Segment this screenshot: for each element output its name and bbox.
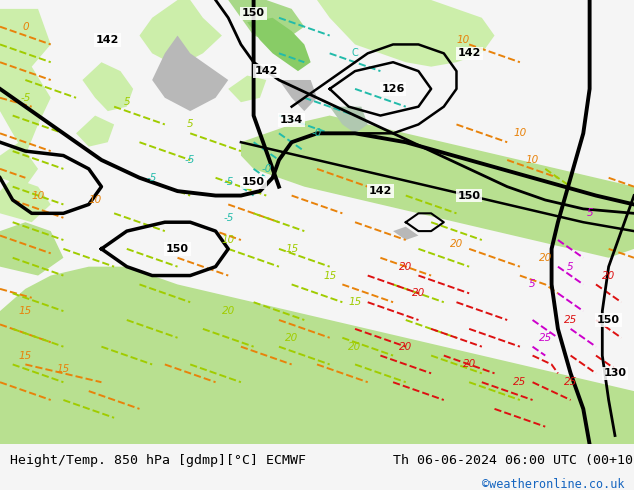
Polygon shape — [0, 222, 63, 275]
Text: 20: 20 — [450, 240, 463, 249]
Text: 25: 25 — [564, 377, 577, 387]
Polygon shape — [228, 75, 266, 102]
Polygon shape — [0, 267, 634, 444]
Text: 134: 134 — [280, 115, 303, 125]
Text: 15: 15 — [349, 297, 361, 307]
Text: 142: 142 — [96, 35, 119, 45]
Polygon shape — [139, 0, 222, 67]
Text: -5: -5 — [147, 173, 157, 183]
Text: 20: 20 — [222, 306, 235, 316]
Text: 150: 150 — [458, 191, 481, 200]
Text: 10: 10 — [89, 195, 101, 205]
Text: 0: 0 — [22, 22, 29, 32]
Text: 15: 15 — [285, 244, 298, 254]
Text: Th 06-06-2024 06:00 UTC (00+102): Th 06-06-2024 06:00 UTC (00+102) — [393, 454, 634, 467]
Text: 20: 20 — [602, 270, 615, 281]
Text: 10: 10 — [222, 235, 235, 245]
Text: 5: 5 — [586, 208, 593, 219]
Text: 142: 142 — [369, 186, 392, 196]
Text: 20: 20 — [463, 360, 476, 369]
Text: -0: -0 — [312, 128, 322, 138]
Text: 20: 20 — [412, 288, 425, 298]
Text: 10: 10 — [32, 191, 44, 200]
Text: -5: -5 — [223, 213, 233, 223]
Text: 20: 20 — [399, 262, 412, 271]
Polygon shape — [0, 178, 51, 222]
Text: 5: 5 — [567, 262, 574, 271]
Text: 150: 150 — [166, 244, 189, 254]
Polygon shape — [82, 62, 133, 111]
Polygon shape — [152, 36, 228, 111]
Polygon shape — [279, 80, 317, 111]
Text: 10: 10 — [456, 35, 469, 45]
Text: 150: 150 — [242, 177, 265, 187]
Text: 20: 20 — [285, 333, 298, 343]
Text: 20: 20 — [399, 342, 412, 352]
Text: 25: 25 — [539, 333, 552, 343]
Text: 25: 25 — [514, 377, 526, 387]
Text: 142: 142 — [255, 66, 278, 76]
Text: 15: 15 — [57, 364, 70, 374]
Polygon shape — [393, 227, 418, 240]
Text: 10: 10 — [526, 155, 539, 165]
Text: 150: 150 — [242, 8, 265, 18]
Text: ©weatheronline.co.uk: ©weatheronline.co.uk — [482, 478, 624, 490]
Text: 5: 5 — [529, 279, 536, 290]
Text: 15: 15 — [323, 270, 336, 281]
Polygon shape — [228, 0, 304, 45]
Text: 5: 5 — [187, 120, 193, 129]
Text: 150: 150 — [597, 315, 620, 325]
Text: 15: 15 — [19, 306, 32, 316]
Polygon shape — [317, 0, 495, 67]
Text: -5: -5 — [223, 177, 233, 187]
Text: -5: -5 — [185, 155, 195, 165]
Polygon shape — [76, 116, 114, 147]
Text: 130: 130 — [604, 368, 626, 378]
Polygon shape — [330, 107, 368, 133]
Text: 126: 126 — [382, 84, 404, 94]
Text: 15: 15 — [19, 350, 32, 361]
Text: 10: 10 — [514, 128, 526, 138]
Polygon shape — [241, 116, 634, 258]
Polygon shape — [0, 142, 38, 187]
Text: 5: 5 — [124, 97, 130, 107]
Text: 20: 20 — [349, 342, 361, 352]
Text: -0: -0 — [261, 164, 271, 174]
Text: 25: 25 — [564, 315, 577, 325]
Text: 142: 142 — [458, 49, 481, 58]
Text: C: C — [352, 49, 358, 58]
Text: -5: -5 — [20, 93, 30, 103]
Polygon shape — [0, 9, 51, 155]
Text: 20: 20 — [539, 253, 552, 263]
Text: Height/Temp. 850 hPa [gdmp][°C] ECMWF: Height/Temp. 850 hPa [gdmp][°C] ECMWF — [10, 454, 306, 467]
Polygon shape — [247, 18, 311, 71]
